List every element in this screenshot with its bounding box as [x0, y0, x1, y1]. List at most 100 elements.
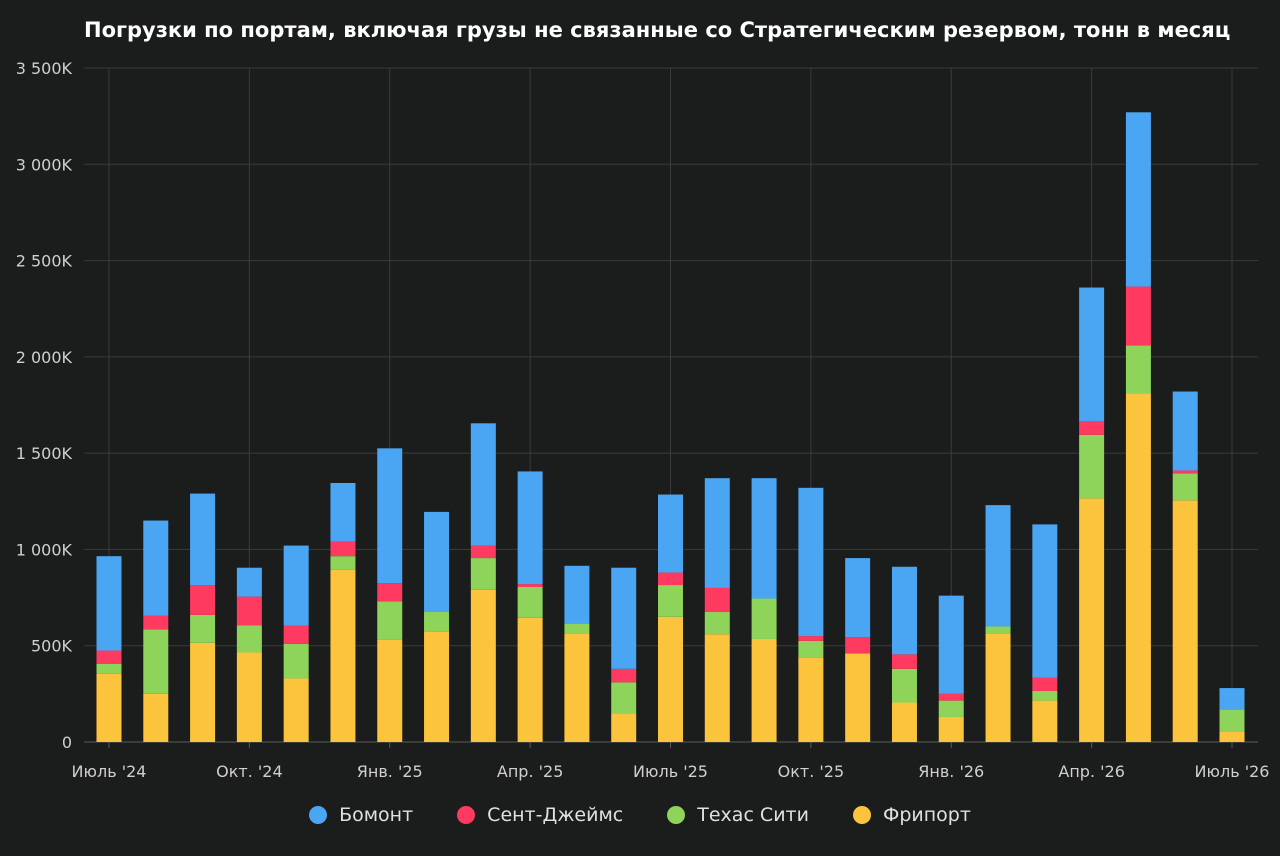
- x-tick-label: Окт. '25: [778, 762, 845, 781]
- y-axis-tick-labels: 0 500K 1 000K 1 500K 2 000K 2 500K 3 000K 3 500…: [16, 59, 73, 752]
- bar-segment: [424, 511, 450, 613]
- bar-segment: [283, 643, 309, 679]
- bar-segment: [517, 586, 543, 618]
- bar-segment: [704, 612, 730, 635]
- bar-segment: [891, 566, 917, 655]
- bar-segment: [96, 673, 122, 742]
- bar-segment: [751, 638, 777, 742]
- bar-segment: [611, 567, 637, 669]
- legend-label: Бомонт: [339, 804, 414, 826]
- bar-segment: [190, 493, 216, 586]
- bar-segment: [611, 713, 637, 742]
- stacked-bar-chart: 0 500K 1 000K 1 500K 2 000K 2 500K 3 000K 3 500…: [16, 59, 1270, 781]
- x-tick-label: Июль '25: [633, 762, 708, 781]
- bar-segment: [1032, 677, 1058, 691]
- bar-segment: [1032, 700, 1058, 742]
- bar-segment: [330, 556, 356, 570]
- legend-item[interactable]: Техас Сити: [667, 804, 809, 826]
- bar-segment: [891, 702, 917, 742]
- bar-segment: [564, 565, 590, 624]
- bar-segment: [236, 625, 262, 653]
- bar-segment: [751, 598, 777, 639]
- bar-segment: [96, 664, 122, 674]
- bar-segment: [938, 595, 964, 694]
- bar-segment: [1125, 112, 1151, 287]
- bar-segment: [798, 640, 824, 658]
- bar-segment: [704, 634, 730, 742]
- legend-label: Сент-Джеймс: [487, 804, 624, 826]
- bar-segment: [658, 585, 683, 617]
- x-axis-tick-labels: Июль '24 Окт. '24 Янв. '25 Апр. '25 Июль '25…: [72, 762, 1270, 781]
- bar-segment: [283, 545, 309, 626]
- bar-segment: [798, 487, 824, 637]
- bar-segment: [470, 423, 496, 546]
- bar-segment: [96, 650, 122, 665]
- bar-segment: [236, 567, 262, 597]
- bar-segment: [190, 614, 216, 643]
- bar-segment: [190, 642, 216, 742]
- bar-segment: [845, 637, 871, 654]
- legend-item[interactable]: Сент-Джеймс: [457, 804, 623, 826]
- bar-segment: [283, 625, 309, 644]
- bars: [96, 112, 1245, 742]
- x-tick-label: Янв. '26: [918, 762, 984, 781]
- bar-segment: [377, 601, 403, 640]
- bar-segment: [377, 448, 403, 584]
- bar-segment: [1219, 688, 1245, 710]
- legend-item[interactable]: Фрипорт: [852, 804, 971, 826]
- bar-segment: [658, 494, 683, 573]
- chart-title: Погрузки по портам, включая грузы не свя…: [84, 18, 1231, 42]
- x-tick-label: Янв. '25: [357, 762, 423, 781]
- bar-segment: [1219, 709, 1245, 732]
- legend-label: Фрипорт: [882, 804, 971, 826]
- bar-segment: [1079, 434, 1105, 499]
- bar-segment: [143, 693, 169, 742]
- bar-segment: [377, 639, 403, 742]
- bar-segment: [470, 589, 496, 742]
- bar-segment: [1032, 524, 1058, 678]
- y-tick-label: 500K: [31, 637, 73, 656]
- y-tick-label: 0: [62, 733, 72, 752]
- bar-segment: [891, 654, 917, 669]
- bar-segment: [1125, 286, 1151, 346]
- legend-swatch: [667, 806, 686, 824]
- bar-segment: [751, 478, 777, 599]
- bar-segment: [1172, 391, 1198, 471]
- bar-segment: [845, 653, 871, 742]
- bar-segment: [658, 572, 683, 586]
- x-tick-label: Апр. '25: [497, 762, 564, 781]
- bar-segment: [564, 633, 590, 742]
- bar-segment: [845, 558, 871, 638]
- bar-segment: [798, 657, 824, 742]
- bar-segment: [190, 585, 216, 615]
- bar-segment: [704, 478, 730, 588]
- bar-segment: [985, 505, 1011, 627]
- bar-segment: [517, 471, 543, 585]
- x-tick-label: Июль '26: [1195, 762, 1270, 781]
- legend: Бомонт Сент-Джеймс Техас Сити Фрипорт: [0, 804, 1280, 826]
- bar-segment: [470, 545, 496, 559]
- legend-swatch: [852, 806, 871, 824]
- bar-segment: [470, 558, 496, 590]
- bar-segment: [330, 541, 356, 557]
- bar-segment: [424, 612, 450, 632]
- bar-segment: [611, 682, 637, 714]
- bar-segment: [1079, 498, 1105, 742]
- bar-segment: [96, 556, 122, 651]
- bar-segment: [1032, 690, 1058, 701]
- bar-segment: [1172, 473, 1198, 501]
- bar-segment: [938, 700, 964, 717]
- y-tick-label: 1 500K: [16, 444, 73, 463]
- bar-segment: [938, 693, 964, 701]
- bar-segment: [891, 668, 917, 703]
- bar-segment: [564, 623, 590, 634]
- y-tick-label: 2 500K: [16, 252, 73, 271]
- y-tick-label: 2 000K: [16, 348, 73, 367]
- bar-segment: [283, 678, 309, 742]
- bar-segment: [985, 633, 1011, 742]
- bar-segment: [1125, 393, 1151, 742]
- y-tick-label: 3 000K: [16, 155, 73, 174]
- legend-swatch: [457, 806, 476, 824]
- legend-item[interactable]: Бомонт: [309, 804, 413, 826]
- bar-segment: [611, 668, 637, 683]
